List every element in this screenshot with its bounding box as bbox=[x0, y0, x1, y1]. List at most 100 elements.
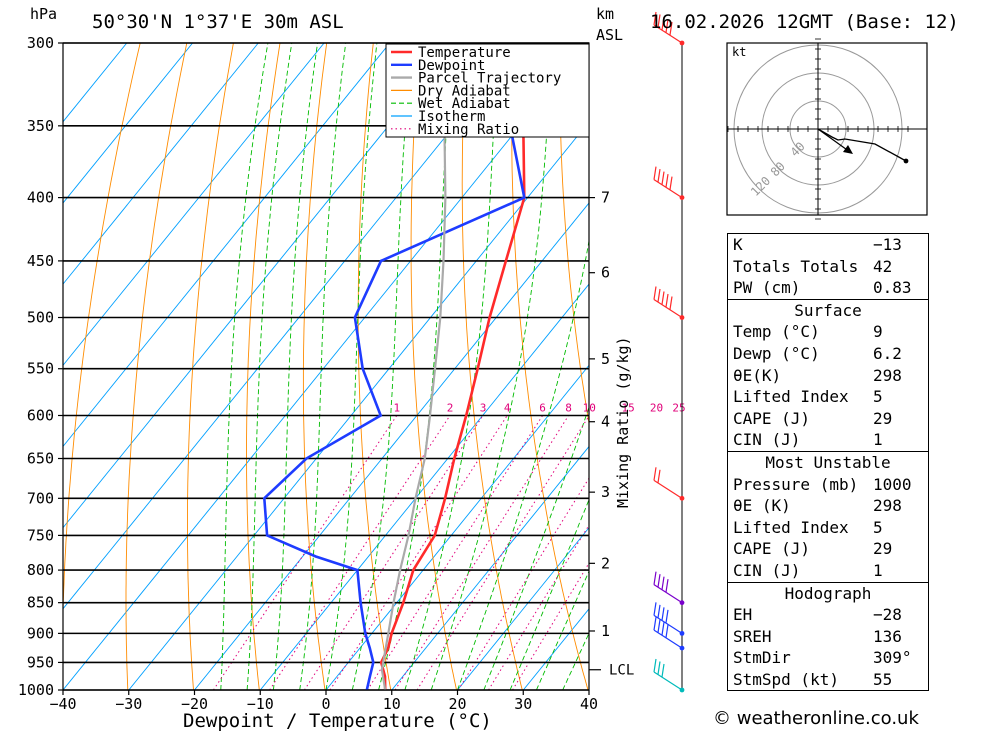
index-value: 55 bbox=[873, 669, 893, 689]
wet-adiabat-line bbox=[535, 570, 589, 690]
wet-adiabat-line bbox=[430, 43, 553, 690]
wet-adiabat-line bbox=[509, 498, 589, 690]
pressure-tick-label: 750 bbox=[27, 526, 54, 544]
hodograph-title: Hodograph bbox=[784, 583, 872, 603]
index-label: CAPE (J) bbox=[733, 408, 811, 428]
index-value: 5 bbox=[873, 387, 883, 407]
index-value: 6.2 bbox=[873, 343, 902, 363]
index-label: Totals Totals bbox=[733, 256, 859, 276]
index-value: −28 bbox=[873, 605, 902, 625]
index-label: StmDir bbox=[733, 648, 791, 668]
isotherm-line bbox=[63, 43, 588, 690]
hodograph-endpoint bbox=[903, 158, 909, 164]
index-label: Temp (°C) bbox=[733, 322, 820, 342]
index-value: 136 bbox=[873, 626, 902, 646]
wet-adiabat-line bbox=[272, 43, 319, 690]
dry-adiabat-line bbox=[246, 43, 281, 690]
index-label: θE(K) bbox=[733, 365, 782, 385]
pressure-tick-label: 350 bbox=[27, 117, 54, 135]
pressure-tick-label: 800 bbox=[27, 561, 54, 579]
index-value: 1000 bbox=[873, 474, 912, 494]
wind-barb bbox=[653, 602, 683, 634]
isotherm-line bbox=[457, 526, 589, 690]
index-value: 29 bbox=[873, 408, 893, 428]
isotherm-line bbox=[63, 43, 522, 610]
pressure-tick-label: 550 bbox=[27, 360, 54, 378]
axes-labels: 1 2 3 4 6 8 10 15 20 2530035040045050055060065070… bbox=[18, 34, 686, 713]
hpa-unit-label: hPa bbox=[30, 5, 57, 23]
mixing-ratio-tick-label: 20 bbox=[650, 402, 663, 415]
wind-barbs bbox=[653, 11, 685, 693]
legend-label: Parcel Trajectory bbox=[418, 71, 561, 87]
index-value: 0.83 bbox=[873, 278, 912, 298]
most-unstable-title: Most Unstable bbox=[765, 452, 891, 472]
legend-label: Mixing Ratio bbox=[418, 122, 519, 138]
index-label: Lifted Index bbox=[733, 517, 849, 537]
indices-table: K −13 Totals Totals 42 PW (cm) 0.83 Surface T… bbox=[727, 233, 929, 692]
index-row: SREH 136 bbox=[728, 626, 928, 648]
credit-text: © weatheronline.co.uk bbox=[713, 708, 919, 729]
index-row: Totals Totals 42 bbox=[728, 256, 928, 278]
wind-barb bbox=[653, 467, 683, 499]
wind-barb bbox=[653, 166, 683, 199]
x-tick-label: 20 bbox=[448, 695, 466, 713]
index-row: K −13 bbox=[728, 234, 928, 256]
dry-adiabat-line bbox=[187, 43, 234, 690]
x-tick-label: −20 bbox=[181, 695, 208, 713]
mixing-ratio-line bbox=[329, 415, 508, 690]
index-label: Pressure (mb) bbox=[733, 474, 859, 494]
location-title: 50°30'N 1°37'E 30m ASL bbox=[92, 11, 344, 33]
wet-adiabat-line bbox=[246, 43, 293, 690]
legend-label: Isotherm bbox=[418, 109, 485, 125]
isotherm-line bbox=[63, 43, 391, 448]
most-unstable-indices: Most Unstable Pressure (mb) 1000 θE (K) 298… bbox=[728, 452, 928, 583]
wind-barb bbox=[653, 617, 683, 649]
index-value: 298 bbox=[873, 365, 902, 385]
index-value: 9 bbox=[873, 322, 883, 342]
km-unit-label: km bbox=[596, 5, 614, 23]
index-row: Lifted Index 5 bbox=[728, 386, 928, 408]
lcl-label: LCL bbox=[609, 663, 634, 679]
dry-adiabat-line bbox=[979, 43, 1000, 690]
mixing-ratio-tick-label: 10 bbox=[583, 402, 596, 415]
x-tick-label: −10 bbox=[247, 695, 274, 713]
index-row: Lifted Index 5 bbox=[728, 517, 928, 539]
pressure-tick-label: 1000 bbox=[18, 681, 54, 699]
surface-title: Surface bbox=[794, 300, 862, 320]
x-tick-label: 0 bbox=[321, 695, 330, 713]
mixing-ratio-axis-label: Mixing Ratio (g/kg) bbox=[614, 336, 632, 508]
index-value: 309° bbox=[873, 648, 912, 668]
index-label: K bbox=[733, 235, 743, 254]
general-indices: K −13 Totals Totals 42 PW (cm) 0.83 bbox=[728, 234, 928, 300]
mixing-ratio-tick-label: 1 bbox=[393, 402, 400, 415]
index-label: θE (K) bbox=[733, 496, 791, 516]
pressure-tick-label: 500 bbox=[27, 309, 54, 327]
wind-barb bbox=[653, 571, 683, 604]
index-row: StmSpd (kt) 55 bbox=[728, 669, 928, 691]
isotherm-line bbox=[128, 121, 589, 690]
datetime-title: 16.02.2026 12GMT (Base: 12) bbox=[650, 11, 959, 33]
x-tick-label: 10 bbox=[383, 695, 401, 713]
km-tick-label: 4 bbox=[601, 413, 610, 431]
asl-unit-label: ASL bbox=[596, 26, 623, 44]
km-tick-label: 3 bbox=[601, 483, 610, 501]
dry-adiabat-line bbox=[933, 43, 1000, 690]
index-label: CIN (J) bbox=[733, 430, 801, 450]
surface-indices: Surface Temp (°C) 9 Dewp (°C) 6.2 θE(K) 298 Li… bbox=[728, 300, 928, 452]
isotherm-line bbox=[63, 43, 325, 367]
pressure-tick-label: 650 bbox=[27, 450, 54, 468]
isotherm-line bbox=[391, 445, 589, 690]
hodograph-indices: Hodograph EH −28 SREH 136 StmDir 309° StmSpd (… bbox=[728, 583, 928, 691]
mixing-ratio-line bbox=[303, 415, 484, 690]
pressure-tick-label: 700 bbox=[27, 489, 54, 507]
index-value: 42 bbox=[873, 256, 893, 276]
wet-adiabat-line bbox=[457, 238, 589, 690]
index-row: Pressure (mb) 1000 bbox=[728, 474, 928, 496]
pressure-tick-label: 400 bbox=[27, 189, 54, 207]
wet-adiabat-line bbox=[325, 43, 378, 690]
index-value: 5 bbox=[873, 517, 883, 537]
mixing-ratio-line bbox=[457, 477, 589, 690]
index-row: θE(K) 298 bbox=[728, 365, 928, 387]
